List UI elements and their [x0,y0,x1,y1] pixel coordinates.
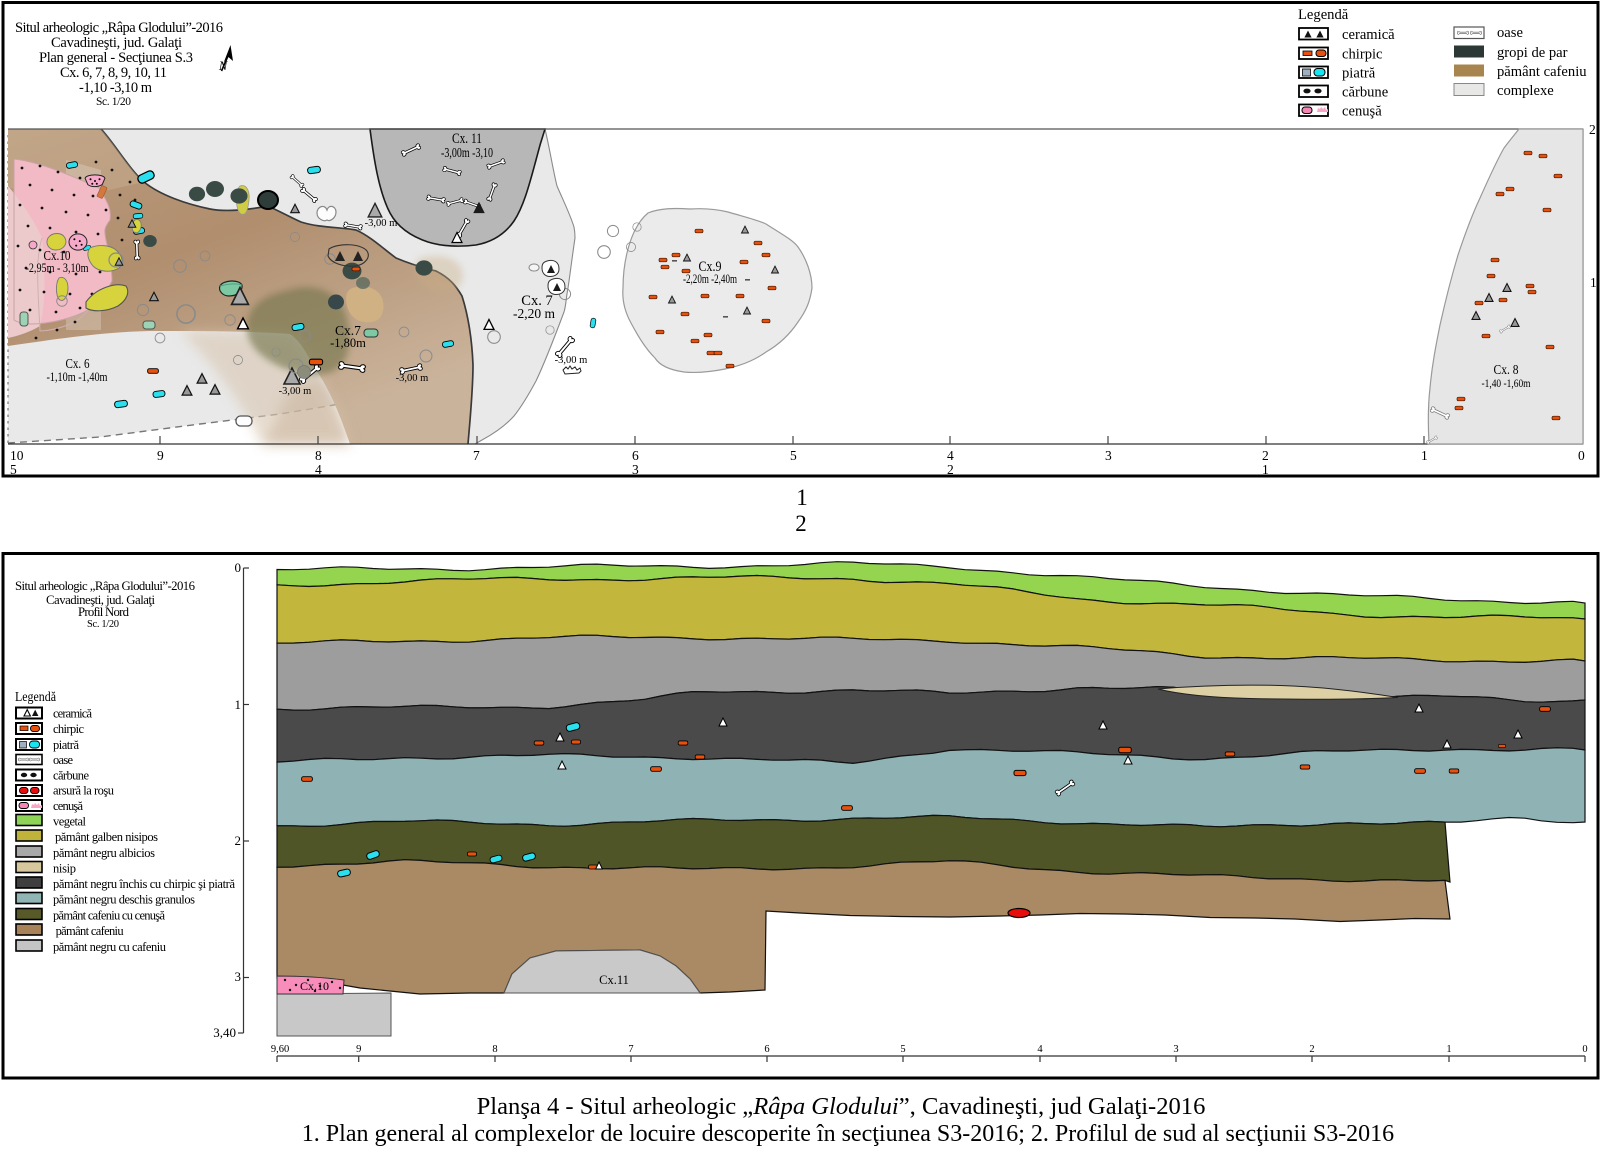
svg-text:pământ galben nisipos: pământ galben nisipos [55,830,158,844]
svg-text:Cx.7: Cx.7 [335,323,361,338]
svg-text:-3,00 m: -3,00 m [555,355,588,366]
svg-text:-1,80m: -1,80m [330,336,366,350]
svg-text:ceramică: ceramică [1342,27,1395,43]
svg-text:1: 1 [1446,1044,1451,1055]
svg-text:complexe: complexe [1497,83,1554,99]
svg-text:Plan general - Secţiunea S.3: Plan general - Secţiunea S.3 [39,50,193,66]
svg-text:5: 5 [10,462,17,477]
svg-text:2: 2 [1309,1044,1314,1055]
svg-text:3: 3 [632,462,639,477]
svg-text:Cx. 8: Cx. 8 [1494,363,1519,378]
svg-text:gropi de par: gropi de par [1497,45,1568,61]
svg-text:ceramică: ceramică [53,707,92,721]
svg-text:chirpic: chirpic [1342,47,1383,63]
svg-text:6: 6 [632,448,639,463]
svg-text:pământ negru cu cafeniu: pământ negru cu cafeniu [53,940,167,954]
svg-text:1: 1 [1421,448,1428,463]
svg-text:1: 1 [235,697,242,712]
svg-text:oase: oase [1497,25,1523,41]
svg-text:N: N [218,59,228,73]
svg-text:-3,00 m: -3,00 m [279,386,312,397]
svg-text:Situl arheologic „Râpa Glodulu: Situl arheologic „Râpa Glodului”-2016 [15,579,196,593]
svg-text:piatră: piatră [1342,66,1376,82]
svg-text:arsură la roşu: arsură la roşu [53,784,115,798]
svg-text:-3,00m -3,10: -3,00m -3,10 [441,145,493,160]
svg-text:pământ cafeniu: pământ cafeniu [1497,64,1587,80]
svg-text:oase: oase [53,753,73,767]
svg-text:2: 2 [1589,122,1596,137]
svg-text:Cx. 11: Cx. 11 [452,131,482,147]
svg-text:10: 10 [10,448,24,463]
svg-text:Legendă: Legendă [1298,7,1349,23]
svg-text:8: 8 [492,1044,497,1055]
svg-text:pământ cafeniu cu cenuşă: pământ cafeniu cu cenuşă [53,909,165,923]
svg-text:1. Plan general al complexelor: 1. Plan general al complexelor de locuir… [302,1121,1394,1147]
svg-text:3,40: 3,40 [213,1025,236,1040]
svg-text:0: 0 [1582,1044,1587,1055]
svg-text:2: 2 [947,462,954,477]
svg-text:chirpic: chirpic [53,722,84,736]
svg-text:3: 3 [235,969,242,984]
svg-text:0: 0 [1578,448,1585,463]
svg-text:Cx.10: Cx.10 [44,248,71,263]
svg-text:pământ negru deschis granulos: pământ negru deschis granulos [53,893,195,907]
svg-text:Cavadineşti, jud. Galaţi: Cavadineşti, jud. Galaţi [46,593,155,607]
svg-text:4: 4 [1037,1044,1043,1055]
svg-text:piatră: piatră [53,738,79,752]
svg-text:4: 4 [315,462,322,477]
svg-text:cenuşă: cenuşă [1342,104,1382,120]
svg-text:1: 1 [1590,275,1597,290]
svg-text:cărbune: cărbune [1342,85,1388,101]
svg-text:6: 6 [764,1044,769,1055]
svg-text:-3,00 m: -3,00 m [396,373,429,384]
svg-text:-1,10m -1,40m: -1,10m -1,40m [47,370,108,384]
svg-text:pământ negru albicios: pământ negru albicios [53,846,155,860]
svg-text:pământ negru închis cu chirpic: pământ negru închis cu chirpic şi piatră [53,877,235,891]
svg-text:-2,20 m: -2,20 m [513,306,555,321]
svg-text:7: 7 [628,1044,633,1055]
svg-text:Cavadineşti, jud. Galaţi: Cavadineşti, jud. Galaţi [51,35,182,51]
svg-text:3: 3 [1105,448,1112,463]
svg-text:Cx.10: Cx.10 [300,979,329,993]
svg-text:Cx.9: Cx.9 [699,259,722,275]
svg-text:Legendă: Legendă [15,690,57,705]
svg-text:-3,00 m: -3,00 m [365,218,398,229]
svg-text:-1,10 -3,10 m: -1,10 -3,10 m [79,80,153,96]
svg-text:Planşa 4 - Situl arheologic „: Planşa 4 - Situl arheologic „Râpa Glodul… [477,1093,1206,1120]
svg-text:9,60: 9,60 [271,1044,289,1055]
svg-text:7: 7 [473,448,480,463]
svg-text:9: 9 [157,448,164,463]
svg-text:0: 0 [235,560,242,575]
svg-text:Cx.11: Cx.11 [599,973,629,987]
svg-text:Cx. 6: Cx. 6 [66,356,90,371]
svg-text:5: 5 [900,1044,905,1055]
svg-text:-2,95m - 3,10m: -2,95m - 3,10m [26,261,89,275]
svg-text:pământ cafeniu: pământ cafeniu [56,924,125,938]
svg-text:2: 2 [235,833,242,848]
svg-text:cărbune: cărbune [53,769,89,783]
svg-text:vegetal: vegetal [53,815,87,829]
svg-text:Sc. 1/20: Sc. 1/20 [87,619,119,630]
svg-text:Sc. 1/20: Sc. 1/20 [96,96,131,108]
svg-text:1: 1 [1262,462,1269,477]
svg-text:4: 4 [947,448,954,463]
svg-text:nisip: nisip [53,862,76,876]
svg-text:-1,40 -1,60m: -1,40 -1,60m [1482,376,1532,390]
svg-text:Profil Nord: Profil Nord [78,605,130,619]
svg-text:1: 1 [796,485,808,510]
svg-text:9: 9 [356,1044,361,1055]
svg-text:cenuşă: cenuşă [53,799,83,813]
svg-text:2: 2 [795,511,807,536]
svg-text:5: 5 [790,448,797,463]
svg-text:Situl arheologic „Râpa Glodulu: Situl arheologic „Râpa Glodului”-2016 [15,20,223,36]
svg-text:2: 2 [1262,448,1269,463]
svg-text:Cx. 7: Cx. 7 [521,293,552,309]
svg-text:8: 8 [315,448,322,463]
svg-text:3: 3 [1173,1044,1178,1055]
svg-text:Cx. 6, 7, 8, 9, 10, 11: Cx. 6, 7, 8, 9, 10, 11 [60,65,167,81]
svg-text:-2,20m -2,40m: -2,20m -2,40m [683,272,737,286]
